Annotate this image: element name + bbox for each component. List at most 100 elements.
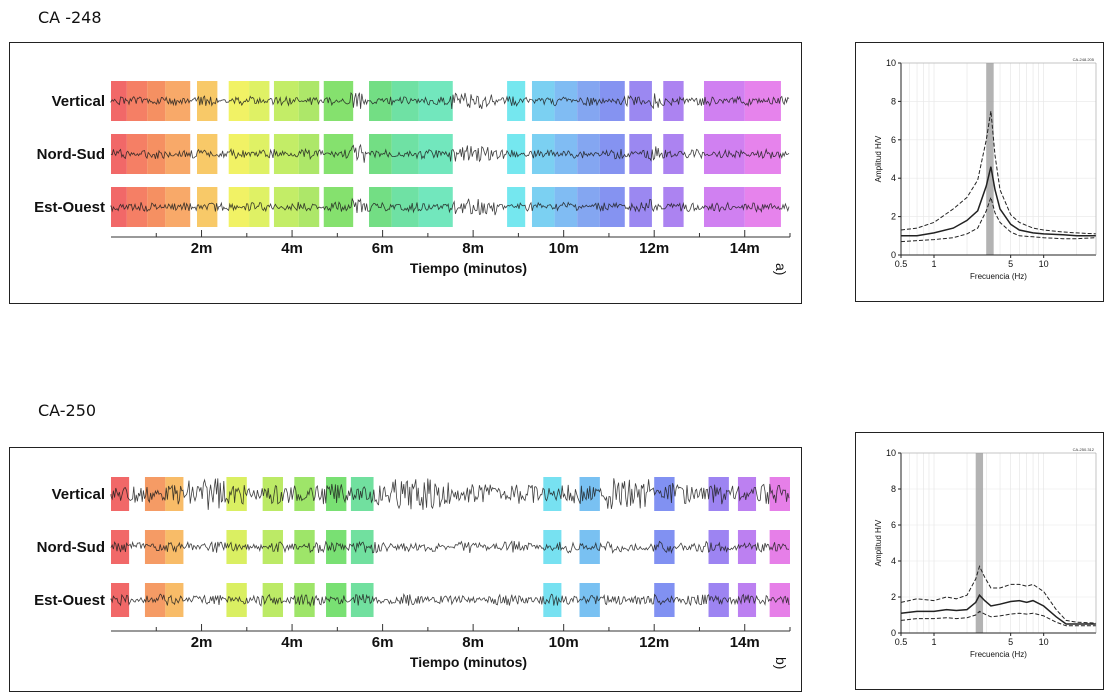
y-tick-label-0: 0: [891, 628, 896, 638]
window-12-ch2: [418, 187, 453, 227]
window-1-ch2: [126, 187, 148, 227]
window-9-ch0: [579, 477, 600, 511]
window-4-ch2: [262, 583, 284, 617]
window-3-ch2: [226, 583, 247, 617]
window-14-ch2: [531, 187, 555, 227]
trace-0: [110, 478, 790, 510]
window-10-ch1: [369, 134, 392, 174]
trace-2: [110, 197, 790, 216]
y-tick-label-3: 6: [891, 135, 896, 145]
window-17-ch1: [599, 134, 625, 174]
trace-1: [110, 540, 790, 554]
y-tick-label-1: 2: [891, 592, 896, 602]
window-20-ch0: [703, 81, 745, 121]
time-axis-title: Tiempo (minutos): [410, 654, 527, 670]
window-15-ch2: [554, 187, 578, 227]
x-tick-label-2: 5: [1008, 637, 1013, 647]
time-tick-label-2: 6m: [372, 240, 394, 257]
hv-curve-1: [900, 565, 1097, 624]
window-0-ch2: [111, 583, 130, 617]
time-tick-label-0: 2m: [191, 634, 213, 651]
x-tick-label-1: 1: [932, 637, 937, 647]
window-18-ch0: [629, 81, 652, 121]
window-4-ch1: [262, 530, 284, 564]
window-9-ch2: [579, 583, 600, 617]
time-tick-label-1: 4m: [281, 634, 303, 651]
window-2-ch2: [165, 583, 184, 617]
window-1-ch2: [144, 583, 166, 617]
hv-x-axis-title: Frecuencia (Hz): [970, 650, 1027, 659]
window-14-ch1: [531, 134, 555, 174]
time-tick-label-6: 14m: [730, 240, 760, 257]
hv-y-axis-title: Amplitud H/V: [874, 519, 883, 566]
window-19-ch2: [663, 187, 684, 227]
y-tick-label-5: 10: [886, 448, 896, 458]
hv-y-axis-title: Amplitud H/V: [874, 135, 883, 182]
time-tick-label-4: 10m: [549, 240, 579, 257]
y-tick-label-2: 4: [891, 556, 896, 566]
hv-panel-a: 0 2 4 6 8 10 0.5 1 5 10 Frecuencia (Hz) Amplitud H/…: [855, 42, 1104, 302]
y-tick-label-2: 4: [891, 173, 896, 183]
x-tick-label-0: 0.5: [895, 259, 908, 269]
window-8-ch1: [298, 134, 320, 174]
y-tick-label-3: 6: [891, 520, 896, 530]
window-13-ch0: [769, 477, 790, 511]
hv-plot-id: CA-248.205: [1073, 57, 1095, 62]
window-0-ch0: [111, 81, 127, 121]
channel-label-0: Vertical: [52, 486, 105, 503]
hv-plot-id: CA-250.312: [1073, 447, 1095, 452]
time-axis-title: Tiempo (minutos): [410, 260, 527, 276]
y-tick-label-4: 8: [891, 484, 896, 494]
y-tick-label-0: 0: [891, 250, 896, 260]
window-10-ch2: [654, 583, 675, 617]
window-19-ch1: [663, 134, 684, 174]
window-7-ch1: [350, 530, 374, 564]
station-title-ca248: CA -248: [38, 8, 102, 27]
channel-label-1: Nord-Sud: [37, 146, 105, 163]
y-tick-label-4: 8: [891, 96, 896, 106]
window-15-ch0: [554, 81, 578, 121]
waveform-panel-b: Vertical Nord-Sud Est-Ouest 2m 4m 6m 8m 10m 12m 1…: [9, 447, 802, 692]
window-8-ch1: [543, 530, 562, 564]
hv-chart-a: 0 2 4 6 8 10 0.5 1 5 10 Frecuencia (Hz) Amplitud H/…: [874, 57, 1097, 281]
x-tick-label-1: 1: [932, 259, 937, 269]
time-tick-label-3: 8m: [462, 240, 484, 257]
hv-curve-2: [900, 195, 1097, 243]
window-4-ch2: [197, 187, 218, 227]
window-4-ch0: [262, 477, 284, 511]
waveform-chart-a: Vertical Nord-Sud Est-Ouest 2m 4m 6m 8m 10m 12m 1…: [34, 81, 791, 276]
time-tick-label-4: 10m: [549, 634, 579, 651]
window-1-ch0: [144, 477, 166, 511]
time-tick-label-5: 12m: [639, 240, 669, 257]
channel-label-2: Est-Ouest: [34, 592, 105, 609]
y-tick-label-1: 2: [891, 212, 896, 222]
window-11-ch1: [708, 530, 729, 564]
window-0-ch1: [111, 134, 127, 174]
waveform-panel-a: Vertical Nord-Sud Est-Ouest 2m 4m 6m 8m 10m 12m 1…: [9, 42, 802, 304]
window-8-ch2: [543, 583, 562, 617]
x-tick-label-3: 10: [1039, 637, 1049, 647]
channel-label-0: Vertical: [52, 93, 105, 110]
hv-panel-b: 0 2 4 6 8 10 0.5 1 5 10 Frecuencia (Hz) Amplitud H/…: [855, 432, 1104, 690]
x-tick-label-3: 10: [1039, 259, 1049, 269]
window-9-ch1: [579, 530, 600, 564]
trace-0: [110, 92, 790, 110]
window-4-ch0: [197, 81, 218, 121]
hv-curve-1: [900, 110, 1097, 235]
window-10-ch1: [654, 530, 675, 564]
time-tick-label-0: 2m: [191, 240, 213, 257]
window-8-ch2: [298, 187, 320, 227]
trace-2: [110, 592, 790, 608]
time-tick-label-5: 12m: [639, 634, 669, 651]
window-12-ch0: [418, 81, 453, 121]
x-tick-label-2: 5: [1008, 259, 1013, 269]
window-11-ch2: [391, 187, 419, 227]
station-title-ca250: CA-250: [38, 401, 97, 420]
window-12-ch1: [418, 134, 453, 174]
x-tick-label-0: 0.5: [895, 637, 908, 647]
peak-frequency-band: [975, 453, 984, 633]
window-6-ch2: [326, 583, 347, 617]
hv-curve-2: [900, 610, 1096, 627]
trace-1: [110, 143, 790, 163]
time-tick-label-3: 8m: [462, 634, 484, 651]
